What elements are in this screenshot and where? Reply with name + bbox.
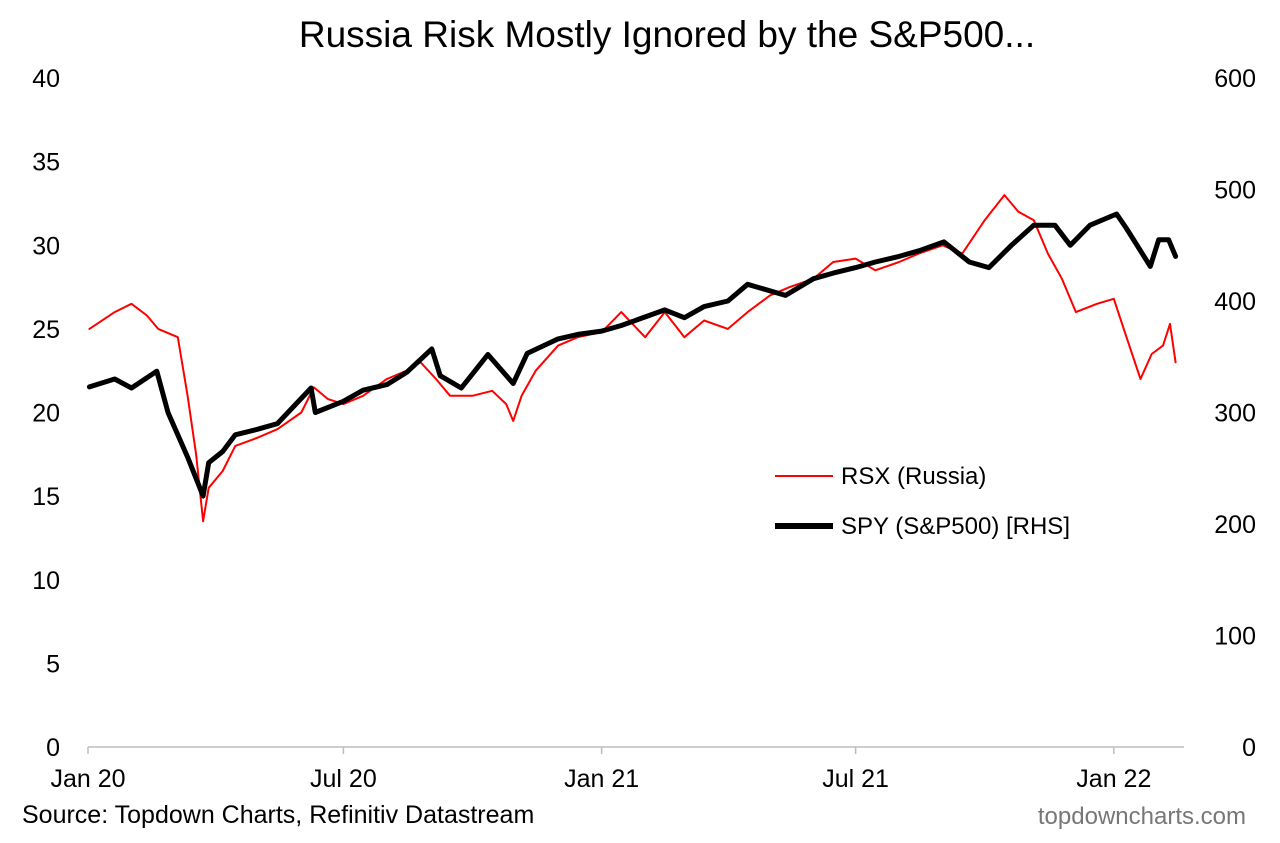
right-axis-tick-label: 300 xyxy=(1214,400,1256,428)
spy-series-line xyxy=(86,211,1179,499)
left-axis-tick-label: 25 xyxy=(32,316,60,344)
legend: RSX (Russia) SPY (S&P500) [RHS] xyxy=(775,463,1070,540)
left-axis-tick-label: 0 xyxy=(46,734,60,762)
legend-label-rsx: RSX (Russia) xyxy=(841,463,986,490)
x-axis-tick-label: Jan 20 xyxy=(50,765,125,793)
legend-label-spy: SPY (S&P500) [RHS] xyxy=(841,513,1070,540)
left-axis-tick-labels: 0 5 10 15 20 25 30 35 40 xyxy=(32,65,60,762)
right-axis-tick-label: 0 xyxy=(1242,734,1256,762)
source-note: Source: Topdown Charts, Refinitiv Datast… xyxy=(22,801,535,829)
left-axis-tick-label: 30 xyxy=(32,232,60,260)
right-axis-tick-label: 200 xyxy=(1214,511,1256,539)
x-axis-ticks xyxy=(87,747,1115,754)
x-axis-tick-label: Jan 21 xyxy=(564,765,639,793)
watermark: topdowncharts.com xyxy=(1037,803,1246,830)
left-axis-tick-label: 20 xyxy=(32,400,60,428)
x-axis-tick-label: Jan 22 xyxy=(1076,765,1151,793)
left-axis-tick-label: 10 xyxy=(32,567,60,595)
left-axis-tick-label: 5 xyxy=(46,650,60,678)
left-axis-tick-label: 40 xyxy=(32,65,60,93)
left-axis-tick-label: 15 xyxy=(32,483,60,511)
right-axis-tick-labels: 0 100 200 300 400 500 600 xyxy=(1214,65,1256,762)
chart-title: Russia Risk Mostly Ignored by the S&P500… xyxy=(299,14,1035,55)
right-axis-tick-label: 500 xyxy=(1214,177,1256,205)
x-axis-tick-label: Jul 21 xyxy=(822,765,889,793)
x-axis-tick-label: Jul 20 xyxy=(310,765,377,793)
series-lines xyxy=(86,194,1179,523)
right-axis-tick-label: 100 xyxy=(1214,623,1256,651)
left-axis-tick-label: 35 xyxy=(32,149,60,177)
right-axis-tick-label: 400 xyxy=(1214,288,1256,316)
right-axis-tick-label: 600 xyxy=(1214,65,1256,93)
x-axis-tick-labels: Jan 20 Jul 20 Jan 21 Jul 21 Jan 22 xyxy=(50,765,1151,793)
